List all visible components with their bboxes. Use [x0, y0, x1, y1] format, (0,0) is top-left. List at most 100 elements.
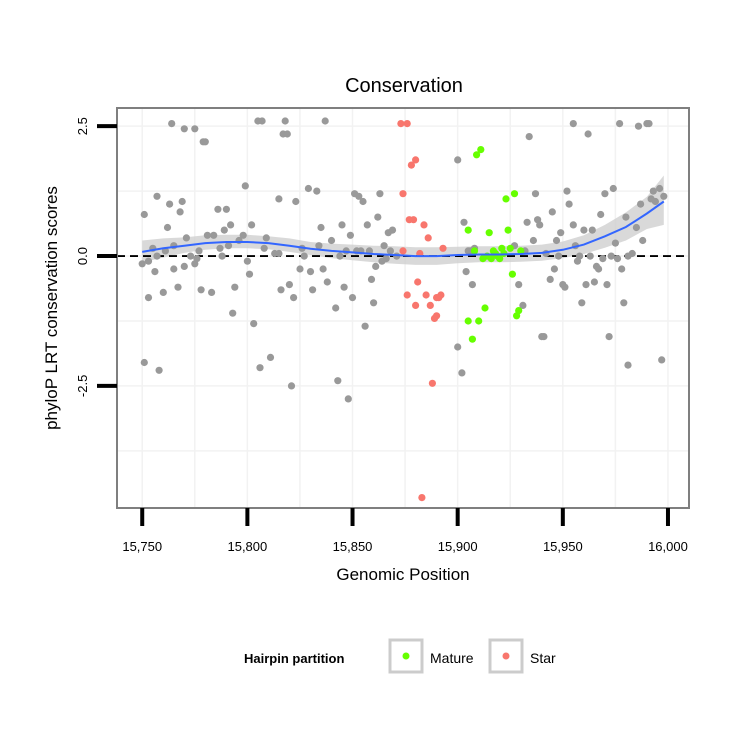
data-point-other [227, 221, 235, 229]
data-point-other [180, 125, 188, 133]
legend-title: Hairpin partition [244, 651, 344, 666]
data-point-other [601, 190, 609, 198]
data-point-other [203, 231, 211, 239]
data-point-mature [468, 335, 476, 343]
smooth-line [142, 200, 665, 258]
data-point-other [151, 268, 159, 276]
smooth-trend-line [142, 200, 665, 258]
data-points [138, 117, 668, 502]
data-point-other [245, 270, 254, 278]
data-point-other [191, 125, 199, 133]
data-point-other [540, 333, 548, 341]
data-point-star [420, 221, 428, 229]
data-point-other [166, 200, 174, 208]
legend-label-star: Star [530, 650, 556, 666]
data-point-other [224, 242, 233, 250]
data-point-other [144, 294, 153, 302]
data-point-other [622, 213, 630, 221]
data-point-other [355, 192, 363, 200]
x-tick-label: 15,850 [333, 539, 373, 554]
data-point-other [388, 226, 397, 234]
data-point-other [220, 226, 228, 234]
data-point-other [639, 236, 647, 245]
data-point-other [248, 221, 256, 229]
data-point-other [315, 242, 323, 250]
data-point-other [319, 265, 327, 273]
data-point-other [323, 278, 331, 286]
data-point-other [536, 221, 544, 229]
data-point-other [332, 304, 340, 312]
data-point-other [275, 249, 283, 258]
data-point-other [218, 252, 226, 260]
data-point-other [552, 236, 561, 245]
data-point-other [348, 294, 357, 302]
data-point-mature [481, 304, 489, 312]
y-tick-label: -2.5 [75, 375, 90, 397]
data-point-other [582, 281, 590, 289]
data-point-mature [504, 226, 512, 234]
data-point-other [658, 356, 666, 364]
data-point-other [176, 208, 184, 216]
x-axis-title: Genomic Position [336, 565, 469, 584]
data-point-other [258, 117, 266, 125]
data-point-mature [473, 151, 481, 159]
data-point-other [208, 288, 216, 296]
data-point-other [250, 320, 258, 328]
data-point-other [260, 244, 268, 252]
data-point-other [359, 197, 367, 206]
data-point-other [180, 262, 188, 270]
data-point-mature [464, 226, 472, 234]
data-point-other [290, 294, 298, 302]
data-point-other [229, 309, 237, 317]
data-point-other [546, 275, 554, 283]
data-point-other [620, 299, 628, 307]
data-point-other [624, 361, 632, 369]
data-point-other [140, 210, 148, 219]
data-point-other [182, 234, 190, 242]
data-point-other [262, 234, 270, 242]
data-point-other [317, 223, 325, 232]
data-point-other [193, 255, 201, 263]
data-point-other [634, 122, 643, 130]
y-axis: 2.5 0.0 -2.5 [75, 117, 117, 397]
data-point-other [277, 286, 285, 294]
data-point-other [178, 197, 186, 206]
data-point-star [399, 247, 407, 255]
data-point-star [437, 291, 445, 299]
data-point-other [256, 364, 264, 372]
data-point-other [210, 231, 218, 239]
data-point-other [462, 268, 470, 276]
x-tick-label: 15,800 [227, 539, 267, 554]
data-point-star [397, 120, 405, 128]
data-point-other [346, 231, 354, 239]
plot-background [117, 108, 689, 508]
data-point-other [454, 156, 462, 164]
confidence-ribbon [142, 175, 664, 265]
data-point-other [243, 257, 251, 265]
data-point-other [138, 260, 146, 268]
data-point-other [605, 333, 613, 341]
data-point-other [609, 184, 617, 193]
data-point-other [281, 117, 289, 125]
data-point-other [313, 187, 321, 195]
data-point-mature [470, 247, 479, 255]
data-point-star [422, 291, 430, 299]
data-point-other [645, 120, 653, 128]
data-point-other [656, 184, 664, 193]
data-point-other [214, 205, 222, 213]
legend-marker-star [502, 652, 510, 660]
data-point-other [603, 281, 611, 289]
data-point-star [426, 301, 434, 309]
y-tick-label: 2.5 [75, 117, 90, 135]
data-point-other [613, 255, 622, 263]
data-point-other [525, 133, 533, 141]
data-point-star [403, 120, 411, 128]
data-point-star [409, 216, 418, 224]
data-point-mature [475, 317, 483, 325]
data-point-other [651, 197, 660, 206]
data-point-other [336, 252, 344, 260]
data-point-other [458, 369, 466, 377]
data-point-other [266, 353, 275, 361]
data-point-mature [485, 229, 493, 237]
data-point-star [403, 291, 411, 299]
